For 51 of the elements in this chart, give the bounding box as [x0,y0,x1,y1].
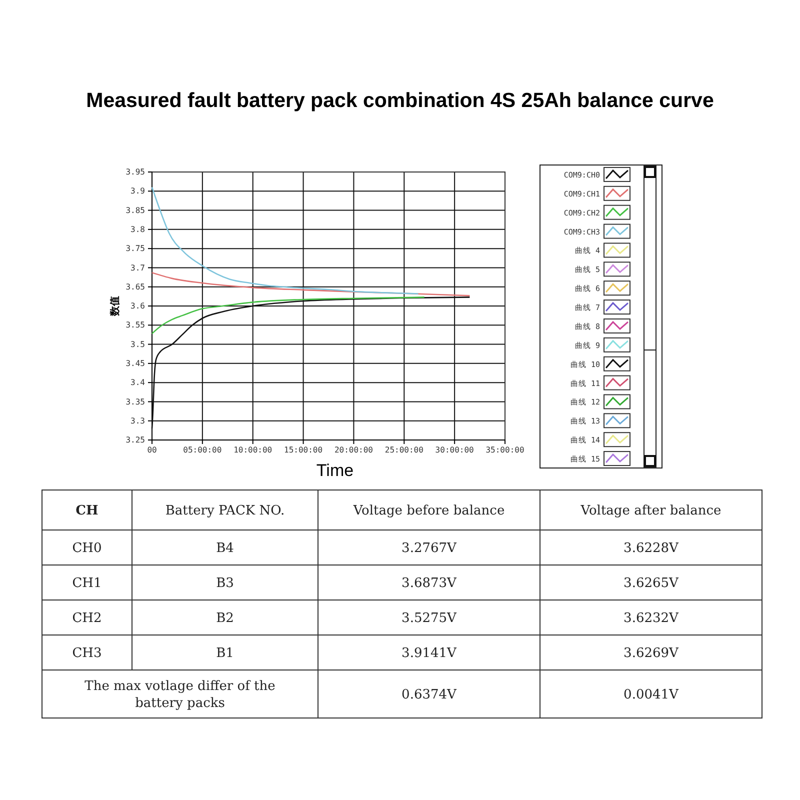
text: The max votlage differ of the battery packs [84,679,276,711]
y-tick-label: 3.7 [130,263,146,272]
y-tick-label: 3.95 [126,168,146,177]
x-tick-label: 35:00:00 [486,446,524,455]
text: 3.6228V [624,541,680,556]
y-tick-label: 3.3 [130,416,146,426]
y-tick-label: 3.5 [130,340,146,349]
text: Voltage after balance [580,504,722,518]
text: 3.9141V [402,646,458,661]
text: CH0 [72,541,102,556]
x-tick-label: 15:00:00 [284,446,323,455]
text: 3.5275V [402,611,458,626]
x-tick-label: 10:00:00 [234,446,272,455]
y-tick-label: 3.85 [126,206,146,215]
text: CH1 [72,576,102,591]
text: 3.6269V [624,646,680,661]
y-tick-label: 3.25 [126,436,146,445]
text: 3.6873V [402,576,458,591]
text: B1 [216,646,234,661]
text: 3.6232V [624,611,680,626]
line-series [151,296,425,334]
y-tick-label: 3.75 [126,244,146,254]
y-tick-label: 3.6 [130,302,146,311]
text: B3 [216,576,234,591]
chart-title: Measured fault battery pack combination 4S 25Ah balance curve [86,89,714,112]
y-tick-label: 3.4 [130,378,146,388]
y-tick-label: 3.9 [130,186,146,196]
x-tick-label: 20:00:00 [334,446,374,455]
text: Voltage before balance [352,504,505,518]
text: 0.6374V [402,688,458,702]
text: B2 [216,611,234,626]
text: Battery PACK NO. [165,504,285,518]
x-tick-label: 05:00:00 [183,446,222,455]
line-series [151,186,419,294]
text: B4 [216,541,234,556]
x-tick-label: 25:00:00 [384,446,424,455]
y-axis-title: 数值 [109,296,121,317]
text: 3.2767V [402,541,458,556]
x-tick-label: 00 [147,446,157,455]
text: CH3 [72,646,102,661]
text: 0.0041V [624,688,680,702]
y-tick-label: 3.45 [126,358,146,368]
x-axis-title: Time [316,461,354,480]
y-tick-label: 3.8 [130,224,146,234]
text: CH [76,504,98,518]
x-tick-label: 30:00:00 [435,446,474,455]
y-tick-label: 3.55 [126,320,146,330]
text: CH2 [72,611,102,626]
y-tick-label: 3.65 [126,282,146,292]
y-tick-label: 3.35 [126,397,146,406]
text: 3.6265V [624,576,680,591]
